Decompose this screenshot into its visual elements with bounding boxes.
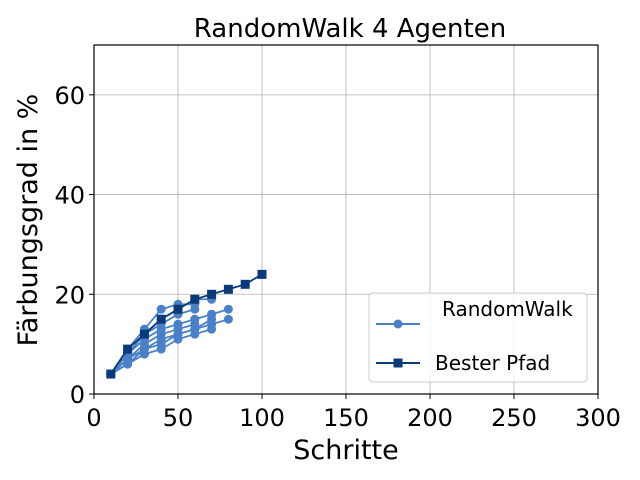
data-point-circle	[139, 349, 149, 359]
data-point-square	[240, 279, 250, 289]
chart-title: RandomWalk 4 Agenten	[194, 14, 506, 44]
data-point-circle	[156, 304, 166, 314]
data-point-square	[123, 344, 133, 354]
legend-bester-pfad-marker	[393, 358, 403, 368]
data-point-square	[207, 289, 217, 299]
series-bester-pfad	[106, 269, 267, 379]
legend-box	[368, 292, 588, 383]
data-point-circle	[156, 344, 166, 354]
data-point-square	[257, 269, 267, 279]
data-point-circle	[190, 329, 200, 339]
data-point-circle	[223, 304, 233, 314]
y-tick-label: 0	[70, 381, 85, 409]
x-axis-label: Schritte	[293, 435, 398, 466]
data-point-circle	[207, 324, 217, 334]
axis-ticks: 0 50 100 150 200 250 300 0 20 40 60	[54, 82, 620, 432]
series-line	[110, 273, 263, 375]
y-tick-label: 40	[54, 182, 85, 210]
data-point-square	[190, 294, 200, 304]
data-point-circle	[123, 359, 133, 369]
x-tick-label: 300	[575, 404, 621, 432]
x-tick-label: 200	[407, 404, 453, 432]
x-tick-label: 250	[491, 404, 537, 432]
data-point-circle	[223, 314, 233, 324]
x-tick-label: 150	[323, 404, 369, 432]
y-tick-label: 60	[54, 82, 85, 110]
x-tick-label: 50	[163, 404, 194, 432]
data-point-circle	[173, 334, 183, 344]
data-point-square	[106, 369, 116, 379]
data-point-circle	[190, 304, 200, 314]
y-tick-label: 20	[54, 281, 85, 309]
legend-bester-pfad-label: Bester Pfad	[435, 351, 550, 375]
legend-randomwalk-label: RandomWalk	[442, 297, 573, 321]
series-layer	[106, 269, 267, 379]
y-axis-label: Färbungsgrad in %	[13, 94, 44, 347]
x-tick-label: 0	[86, 404, 101, 432]
data-point-circle	[207, 314, 217, 324]
data-point-square	[156, 314, 166, 324]
x-tick-label: 100	[239, 404, 285, 432]
legend-randomwalk-marker	[393, 319, 403, 329]
data-point-square	[173, 304, 183, 314]
data-point-square	[223, 284, 233, 294]
legend: RandomWalk Bester Pfad	[368, 292, 588, 383]
data-point-square	[139, 329, 149, 339]
